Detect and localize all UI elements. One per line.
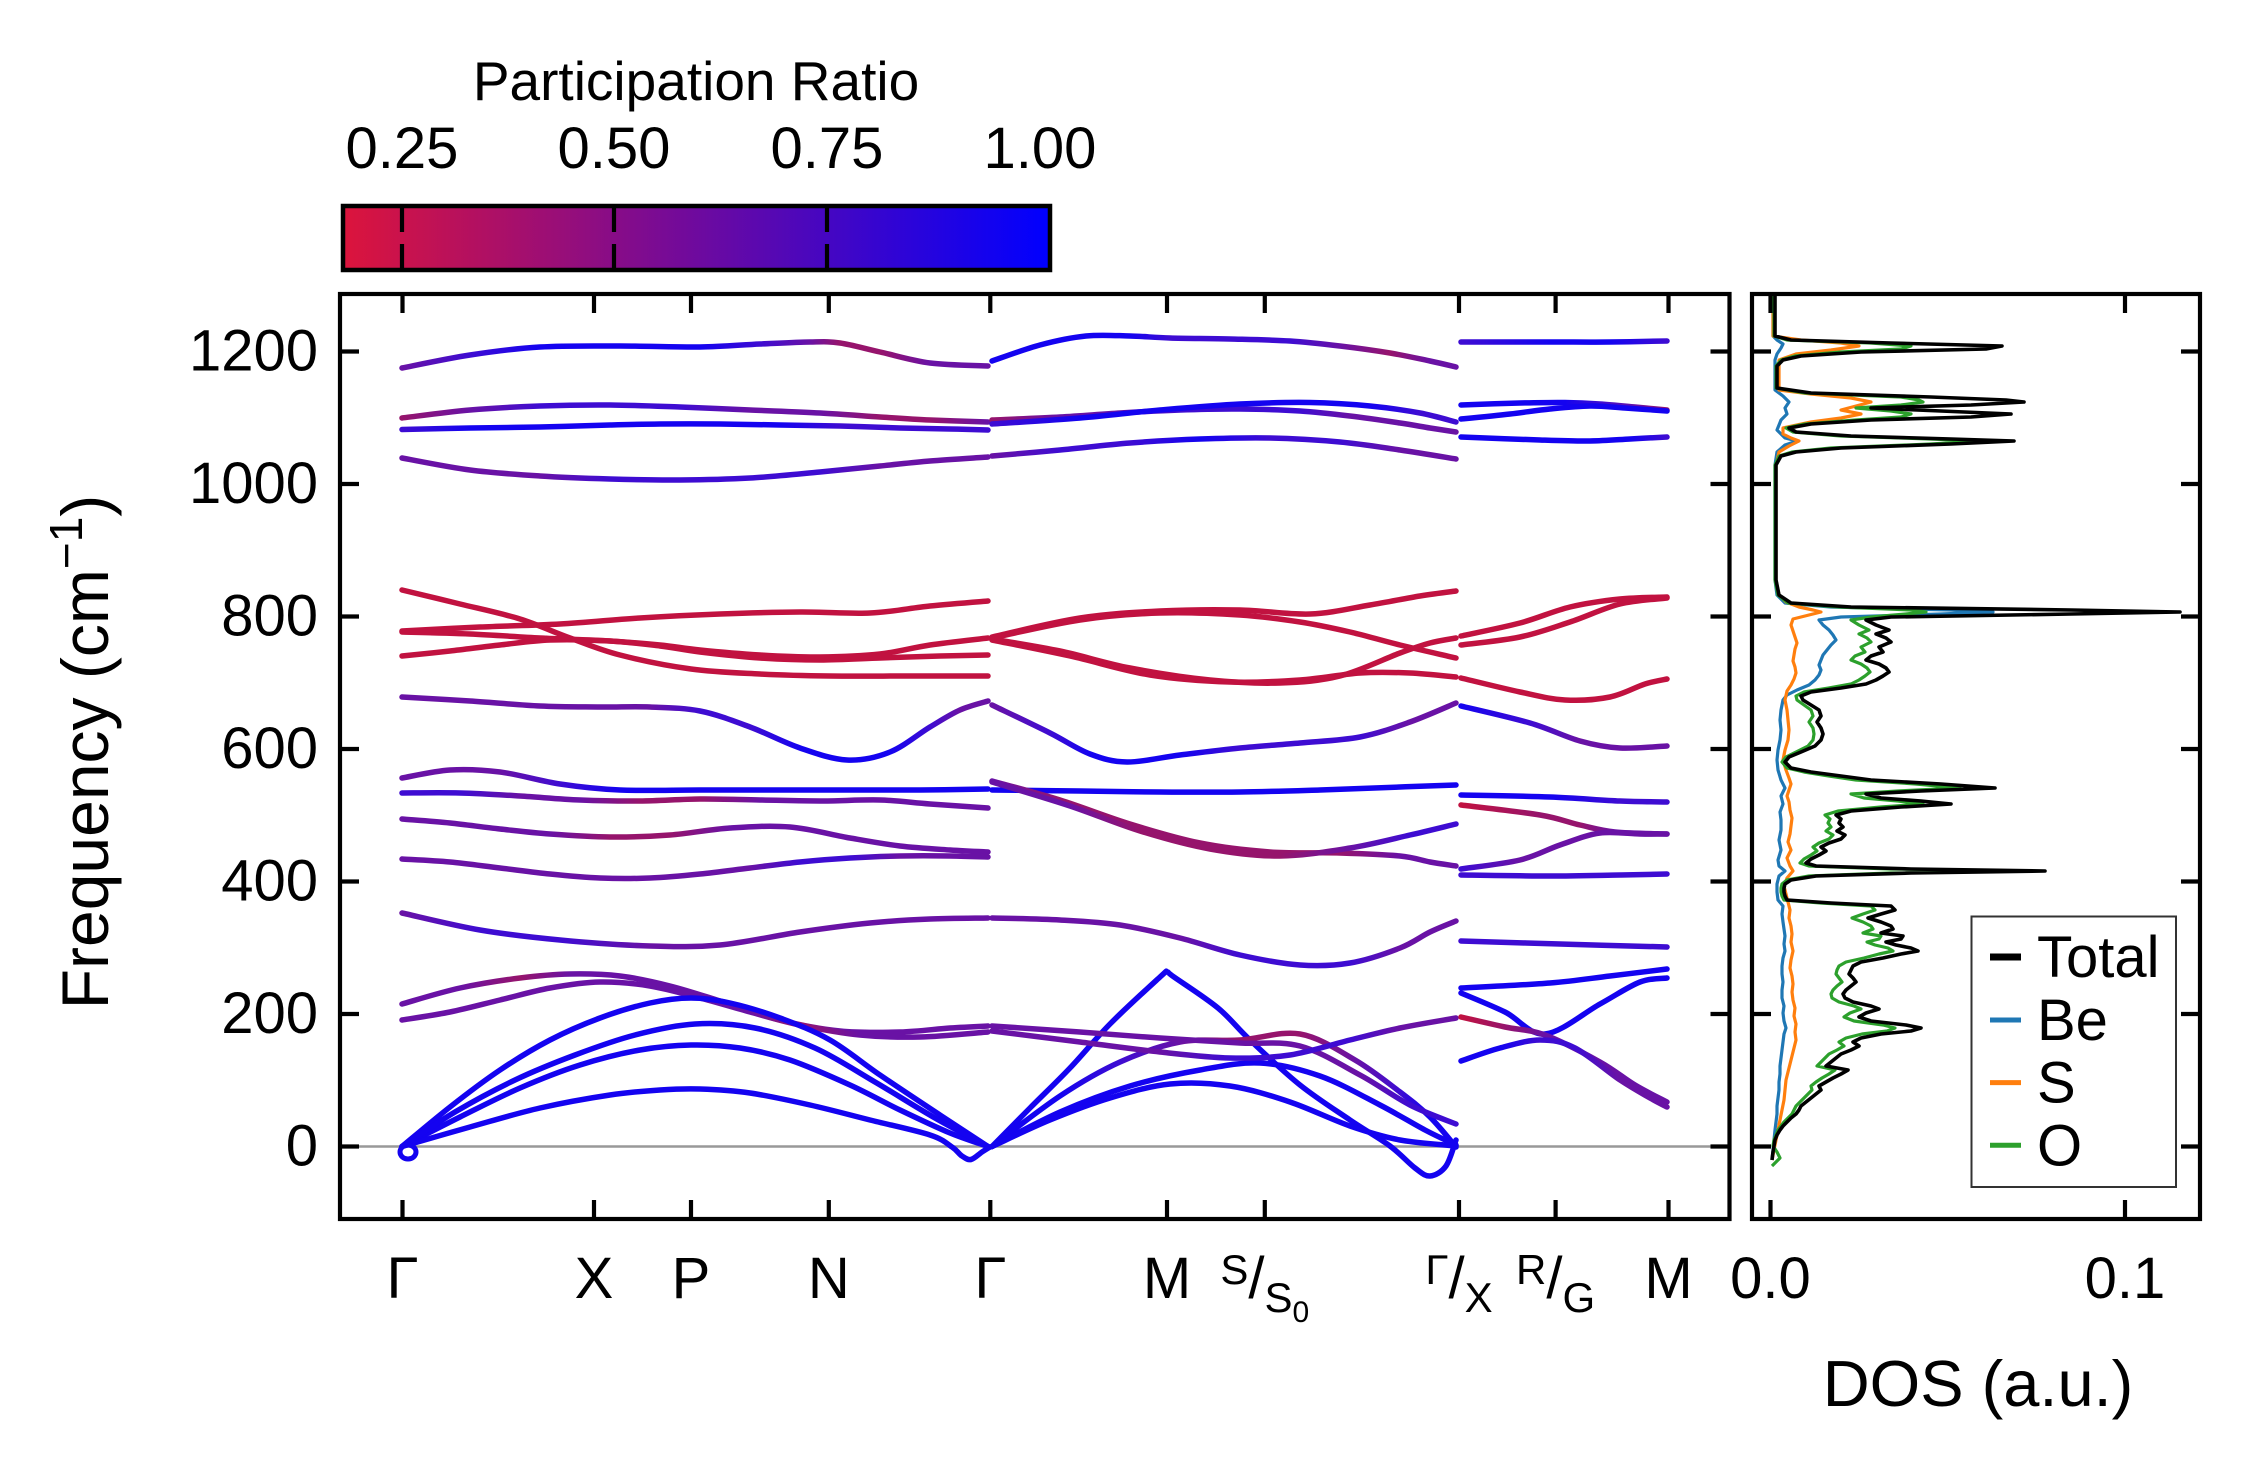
svg-text:0: 0 [286,1114,318,1179]
svg-text:0.0: 0.0 [1730,1246,1811,1311]
svg-text:1.00: 1.00 [984,116,1097,181]
svg-text:0.1: 0.1 [2085,1246,2166,1311]
svg-text:P: P [672,1246,711,1311]
svg-text:1000: 1000 [189,451,318,516]
svg-text:S: S [2037,1051,2076,1116]
svg-text:Γ: Γ [387,1246,419,1311]
svg-text:400: 400 [221,849,318,914]
svg-text:M: M [1143,1246,1191,1311]
svg-text:0.25: 0.25 [346,116,459,181]
svg-text:600: 600 [221,716,318,781]
svg-text:M: M [1644,1246,1692,1311]
svg-text:DOS (a.u.): DOS (a.u.) [1823,1347,2134,1420]
svg-text:Participation Ratio: Participation Ratio [473,50,919,112]
svg-text:200: 200 [221,981,318,1046]
svg-text:Be: Be [2037,988,2108,1053]
svg-text:R/G: R/G [1516,1246,1595,1321]
svg-text:Frequency (cm−1): Frequency (cm−1) [40,495,122,1010]
svg-text:1200: 1200 [189,319,318,384]
svg-text:0.75: 0.75 [771,116,884,181]
svg-text:800: 800 [221,584,318,649]
svg-text:S/S0: S/S0 [1220,1246,1309,1329]
svg-text:O: O [2037,1113,2082,1178]
svg-text:N: N [808,1246,850,1311]
svg-text:X: X [575,1246,614,1311]
svg-text:Γ: Γ [974,1246,1006,1311]
svg-text:Total: Total [2037,925,2160,990]
svg-text:Γ/X: Γ/X [1425,1246,1492,1321]
svg-text:0.50: 0.50 [558,116,671,181]
